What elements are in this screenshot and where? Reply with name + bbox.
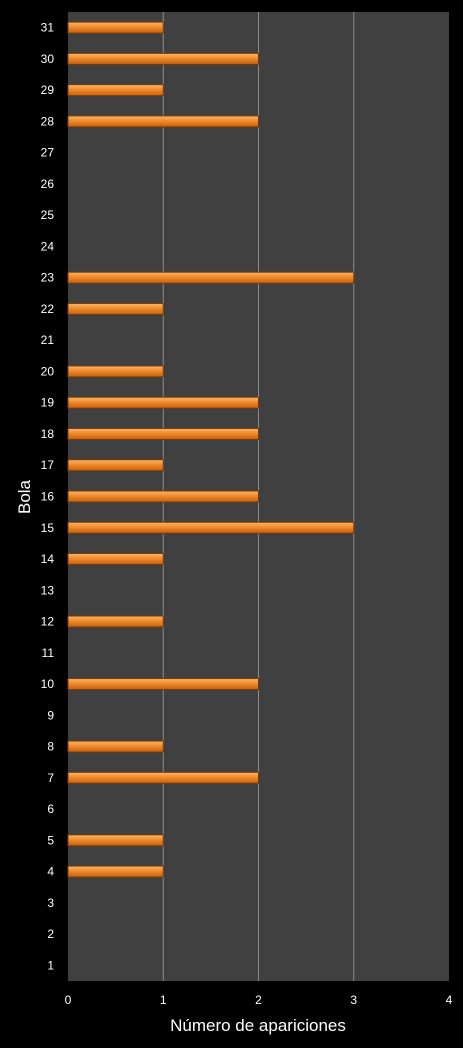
bar [67, 52, 259, 65]
bar [67, 84, 164, 97]
x-axis-title: Número de apariciones [170, 1016, 346, 1035]
y-tick-label: 8 [47, 740, 54, 754]
y-tick-label: 1 [47, 958, 54, 972]
y-tick-label: 24 [41, 239, 55, 253]
x-tick-label: 0 [65, 993, 72, 1007]
y-tick-label: 27 [41, 146, 55, 160]
bar [67, 865, 164, 878]
y-tick-label: 19 [41, 396, 55, 410]
y-tick-label: 15 [41, 521, 55, 535]
bar [67, 771, 259, 784]
y-tick-label: 5 [47, 833, 54, 847]
y-tick-label: 7 [47, 771, 54, 785]
y-tick-label: 9 [47, 708, 54, 722]
bar [67, 396, 259, 409]
bar [67, 115, 259, 128]
y-tick-label: 26 [41, 177, 55, 191]
x-tick-label: 1 [160, 993, 167, 1007]
bar [67, 365, 164, 378]
y-tick-label: 20 [41, 364, 55, 378]
bars [67, 21, 355, 878]
x-tick-label: 4 [446, 993, 453, 1007]
y-tick-labels: 1234567891011121314151617181920212223242… [41, 21, 55, 973]
bar [67, 302, 164, 315]
bar [67, 740, 164, 753]
y-tick-label: 30 [41, 52, 55, 66]
y-tick-label: 29 [41, 83, 55, 97]
bar [67, 490, 259, 503]
y-tick-label: 12 [41, 615, 55, 629]
bar [67, 553, 164, 566]
y-tick-label: 13 [41, 583, 55, 597]
x-tick-labels: 0 1 2 3 4 [65, 993, 453, 1007]
y-tick-label: 2 [47, 927, 54, 941]
y-tick-label: 31 [41, 21, 55, 35]
y-tick-label: 11 [42, 646, 55, 660]
bar [67, 521, 355, 534]
y-axis-title: Bola [15, 479, 34, 514]
bar [67, 427, 259, 440]
y-tick-label: 3 [47, 896, 54, 910]
y-tick-label: 28 [41, 114, 55, 128]
y-tick-label: 25 [41, 208, 55, 222]
y-tick-label: 14 [41, 552, 55, 566]
y-tick-label: 17 [41, 458, 55, 472]
bar [67, 615, 164, 628]
y-tick-label: 4 [47, 865, 54, 879]
x-tick-label: 3 [350, 993, 357, 1007]
bar [67, 678, 259, 691]
y-tick-label: 10 [41, 677, 55, 691]
y-tick-label: 18 [41, 427, 55, 441]
y-tick-label: 23 [41, 271, 55, 285]
y-tick-label: 6 [47, 802, 54, 816]
bar [67, 459, 164, 472]
y-tick-label: 16 [41, 490, 55, 504]
bar [67, 834, 164, 847]
bar [67, 21, 164, 34]
y-tick-label: 21 [41, 333, 55, 347]
bar [67, 271, 355, 284]
x-tick-label: 2 [255, 993, 262, 1007]
y-tick-label: 22 [41, 302, 55, 316]
